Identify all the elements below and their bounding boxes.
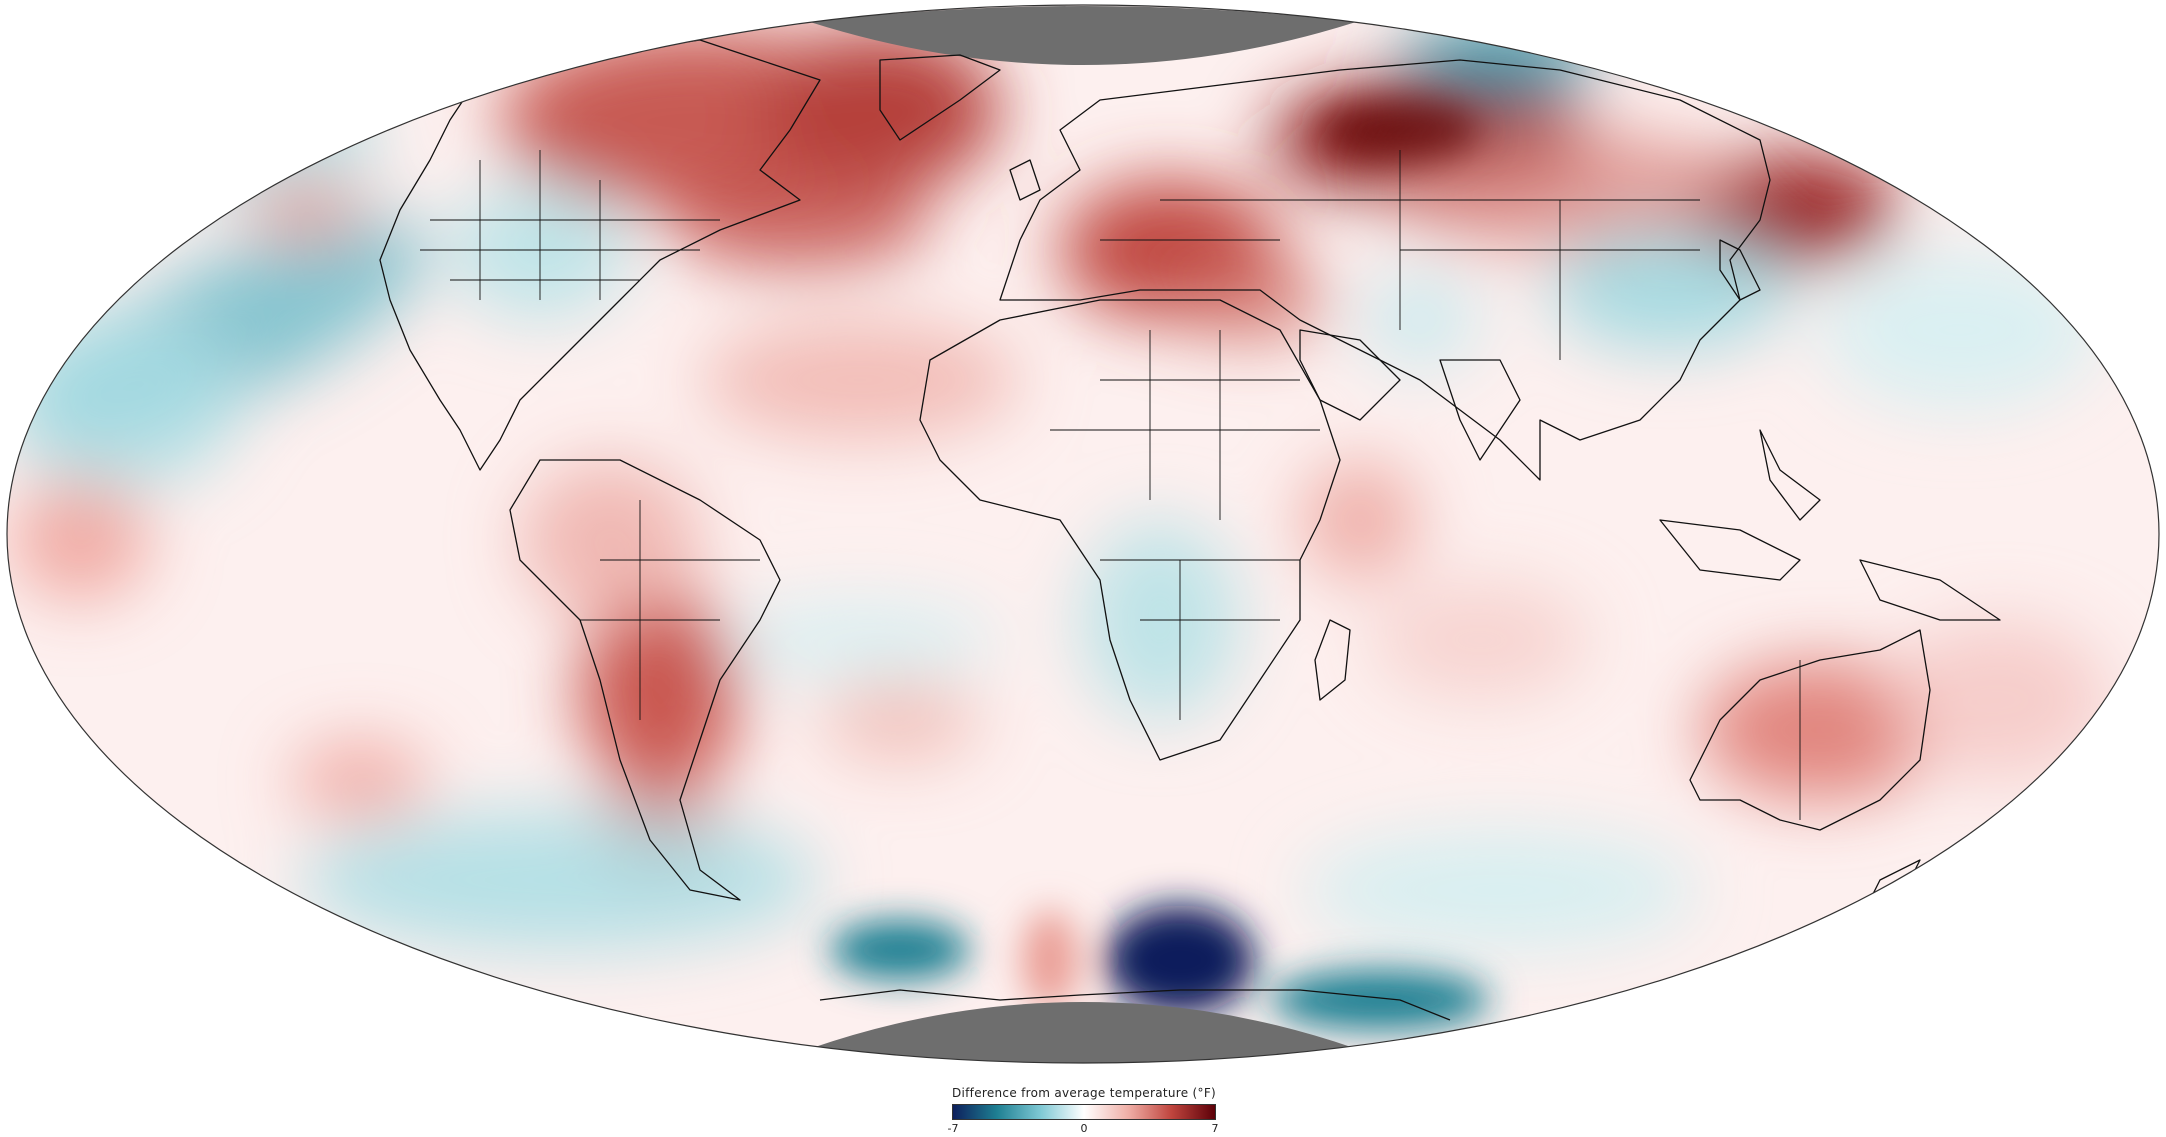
greenland-outline	[879, 54, 1001, 141]
north-america-outline	[379, 39, 821, 471]
north-pole-no-data	[810, 6, 1356, 65]
legend-max-label: 7	[1211, 1122, 1219, 1135]
legend-title: Difference from average temperature (°F)	[951, 1086, 1217, 1100]
coastlines	[379, 39, 2001, 1021]
legend-ticks: -7 0 7	[948, 1120, 1219, 1136]
temperature-anomaly-map	[6, 4, 2160, 1064]
legend-color-bar	[952, 1104, 1216, 1120]
country-borders	[420, 150, 1801, 820]
australia-outline	[1689, 629, 1931, 831]
legend-min-label: -7	[947, 1122, 959, 1135]
legend-mid-label: 0	[1080, 1122, 1088, 1135]
globe-outline	[6, 4, 2160, 1064]
legend: Difference from average temperature (°F)…	[948, 1086, 1220, 1136]
africa-outline	[919, 299, 1341, 761]
eurasia-outline	[999, 59, 1771, 481]
south-pole-no-data	[812, 1002, 1354, 1063]
antarctica-outline	[819, 989, 1451, 1021]
